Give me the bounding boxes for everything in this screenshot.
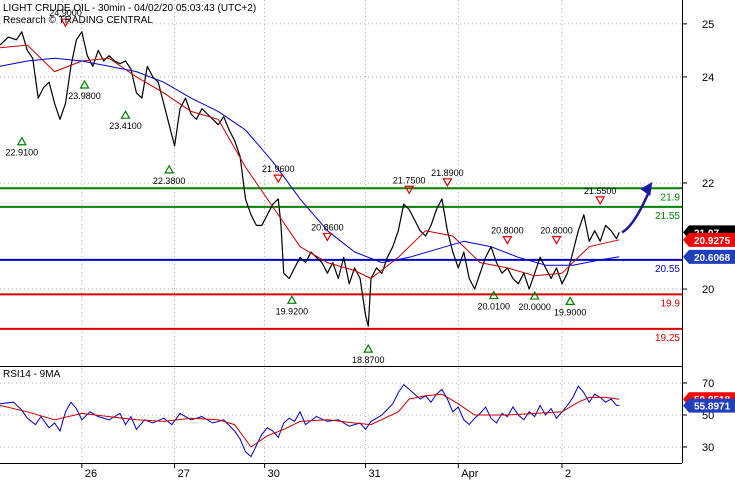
x-tick-label: Apr	[461, 468, 478, 480]
rsi-tick-label: 70	[702, 378, 714, 390]
marker-label: 23.4100	[109, 121, 142, 131]
axis-labels: 26 27 30 31 Apr 2 20 22 24 25 30 50 70	[81, 19, 714, 480]
chart-subtitle: Research © TRADING CENTRAL	[3, 15, 153, 26]
pivot-markers: 24.9000 22.9100 23.9800 23.4100 22.3800 21.96…	[6, 8, 617, 365]
support-marker	[16, 136, 27, 146]
rsi-ma-line	[0, 393, 620, 448]
level-label: 19.9	[661, 298, 681, 309]
level-label: 21.9	[661, 192, 681, 203]
marker-label: 21.8900	[431, 168, 464, 178]
support-marker	[565, 296, 576, 305]
marker-label: 21.9600	[262, 164, 295, 174]
marker-label: 23.9800	[68, 91, 101, 101]
support-marker	[488, 290, 499, 300]
price-tag	[683, 249, 735, 264]
marker-label: 20.8000	[540, 226, 573, 236]
marker-label: 21.7500	[393, 175, 426, 185]
marker-label: 22.9100	[6, 148, 39, 158]
y-tick-label: 25	[702, 19, 714, 31]
x-tick-label: 26	[85, 468, 97, 480]
support-marker	[363, 343, 374, 353]
marker-label: 19.9200	[276, 306, 309, 316]
support-marker	[164, 164, 175, 174]
marker-label: 22.3800	[153, 176, 186, 186]
resistance-marker	[551, 236, 562, 245]
level-label: 20.55	[655, 264, 680, 275]
rsi-line	[0, 383, 620, 458]
price-tag	[683, 232, 735, 247]
rsi-series	[0, 383, 620, 458]
x-tick-label: 27	[178, 468, 190, 480]
support-marker	[286, 295, 297, 304]
rsi-tick-label: 30	[702, 442, 714, 454]
support-marker	[120, 109, 131, 119]
projection-arrow	[621, 190, 651, 234]
price-series	[0, 31, 653, 327]
red-ma-line	[0, 44, 620, 279]
x-tick-label: 2	[565, 468, 571, 480]
resistance-marker	[442, 178, 453, 188]
level-label: 21.55	[655, 211, 680, 222]
support-marker	[529, 290, 540, 300]
y-tick-label: 22	[702, 178, 714, 190]
y-tick-label: 20	[702, 284, 714, 296]
y-tick-label: 24	[702, 72, 714, 84]
level-lines: 21.9 21.55 20.55 19.9 19.25	[0, 187, 682, 344]
marker-label: 18.8700	[352, 355, 385, 365]
resistance-marker	[502, 236, 513, 245]
resistance-marker	[273, 174, 284, 184]
marker-label: 19.9000	[554, 307, 587, 317]
level-label: 19.25	[655, 333, 680, 344]
price-tag-label: 20.6068	[694, 253, 731, 264]
marker-label: 20.0100	[477, 302, 510, 312]
marker-label: 20.0000	[518, 302, 551, 312]
rsi-tick-label: 50	[702, 410, 714, 422]
blue-ma-line	[0, 57, 620, 266]
resistance-marker	[404, 185, 415, 195]
marker-label: 20.8000	[491, 226, 524, 236]
grid-lines	[0, 0, 682, 463]
resistance-marker	[595, 196, 606, 206]
rsi-tag	[683, 398, 735, 413]
x-tick-label: 31	[369, 468, 381, 480]
x-tick-label: 30	[268, 468, 280, 480]
chart-title: LIGHT CRUDE OIL - 30min - 04/02/20 05:03…	[3, 3, 256, 14]
marker-label: 24.9000	[49, 8, 82, 18]
resistance-marker	[322, 232, 333, 242]
marker-label: 21.5500	[584, 186, 617, 196]
price-tag-label: 20.9275	[694, 236, 731, 247]
arrow-head	[640, 181, 653, 196]
support-marker	[79, 79, 90, 89]
rsi-label: RSI14 - 9MA	[3, 369, 61, 380]
marker-label: 20.8600	[311, 222, 344, 232]
resistance-marker	[60, 18, 71, 28]
rsi-tag-label: 55.8971	[694, 402, 731, 413]
